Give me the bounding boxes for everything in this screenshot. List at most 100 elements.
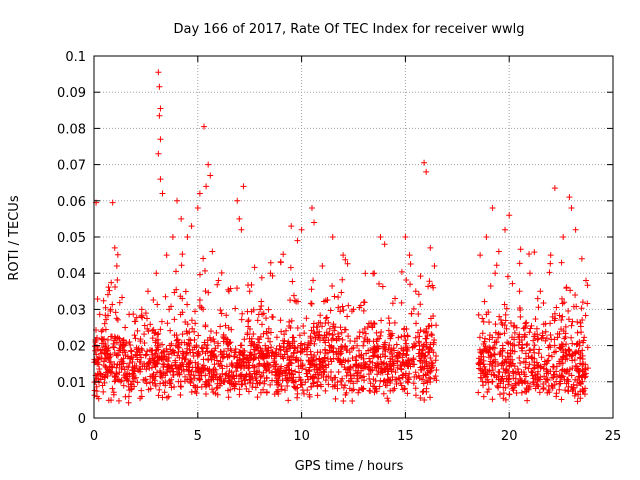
data-point	[500, 384, 507, 391]
data-point	[376, 280, 383, 287]
data-point	[521, 324, 528, 331]
data-point	[288, 223, 295, 230]
data-point	[516, 305, 523, 312]
data-point	[531, 355, 538, 362]
data-point	[564, 355, 571, 362]
data-point	[202, 365, 209, 372]
data-point	[254, 394, 261, 401]
data-point	[138, 345, 145, 352]
data-point	[389, 300, 396, 307]
data-point	[528, 368, 535, 375]
data-point	[202, 322, 209, 329]
data-point	[398, 268, 405, 275]
data-point	[155, 392, 162, 399]
data-point	[329, 282, 336, 289]
data-point	[429, 332, 436, 339]
x-tick-label: 0	[90, 429, 98, 444]
data-point	[552, 315, 559, 322]
data-point	[509, 356, 516, 363]
data-point	[385, 315, 392, 322]
y-axis-label: ROTI / TECUs	[7, 195, 22, 280]
data-point	[495, 334, 502, 341]
data-point	[358, 385, 365, 392]
data-point	[571, 349, 578, 356]
data-point	[165, 358, 172, 365]
data-point	[248, 374, 255, 381]
data-point	[392, 369, 399, 376]
data-point	[129, 358, 136, 365]
data-point	[325, 381, 332, 388]
data-point	[184, 376, 191, 383]
data-point	[294, 237, 301, 244]
data-point	[533, 359, 540, 366]
data-point	[104, 336, 111, 343]
data-point	[198, 344, 205, 351]
data-point	[576, 368, 583, 375]
data-point	[403, 277, 410, 284]
data-point	[540, 365, 547, 372]
data-point	[271, 353, 278, 360]
data-point	[126, 355, 133, 362]
data-point	[182, 355, 189, 362]
data-point	[128, 348, 135, 355]
data-point	[506, 212, 513, 219]
data-point	[496, 351, 503, 358]
data-point	[547, 252, 554, 259]
data-point	[389, 374, 396, 381]
data-point	[320, 373, 327, 380]
data-point	[506, 372, 513, 379]
data-point	[290, 349, 297, 356]
data-point	[511, 329, 518, 336]
data-point	[354, 369, 361, 376]
data-point	[516, 260, 523, 267]
data-point	[301, 390, 308, 397]
x-tick-label: 10	[293, 429, 310, 444]
data-point	[252, 375, 259, 382]
data-point	[328, 336, 335, 343]
data-point	[387, 349, 394, 356]
data-point	[417, 394, 424, 401]
data-point	[291, 297, 298, 304]
data-point	[184, 330, 191, 337]
data-point	[97, 371, 104, 378]
data-point	[410, 305, 417, 312]
data-point	[224, 387, 231, 394]
data-point	[216, 374, 223, 381]
data-point	[228, 369, 235, 376]
data-point	[261, 380, 268, 387]
data-point	[308, 327, 315, 334]
data-point	[411, 340, 418, 347]
data-point	[530, 365, 537, 372]
data-point	[277, 258, 284, 265]
data-point	[374, 336, 381, 343]
data-point	[568, 334, 575, 341]
data-point	[294, 344, 301, 351]
axis-ticks: 0 5 10 15 20 25 0 0.01 0.02 0.03 0.04 0.05 0.06 0.07 0…	[57, 50, 621, 444]
data-point	[150, 357, 157, 364]
data-point	[267, 338, 274, 345]
data-point	[343, 372, 350, 379]
data-point	[388, 332, 395, 339]
data-point	[133, 352, 140, 359]
data-point	[396, 375, 403, 382]
data-point	[306, 364, 313, 371]
x-tick-label: 15	[397, 429, 414, 444]
data-point	[322, 320, 329, 327]
data-point	[329, 234, 336, 240]
data-point	[526, 270, 533, 277]
data-point	[133, 346, 140, 353]
data-point	[374, 344, 381, 351]
data-point	[179, 355, 186, 362]
data-point	[294, 347, 301, 354]
data-point	[406, 360, 413, 367]
data-point	[509, 360, 516, 367]
data-point	[503, 358, 510, 365]
data-point	[403, 340, 410, 347]
data-point	[259, 354, 266, 361]
x-tick-label: 20	[501, 429, 518, 444]
data-point	[476, 365, 483, 372]
data-point	[475, 389, 482, 396]
data-point	[342, 391, 349, 398]
data-point	[362, 330, 369, 337]
data-point	[311, 219, 318, 226]
